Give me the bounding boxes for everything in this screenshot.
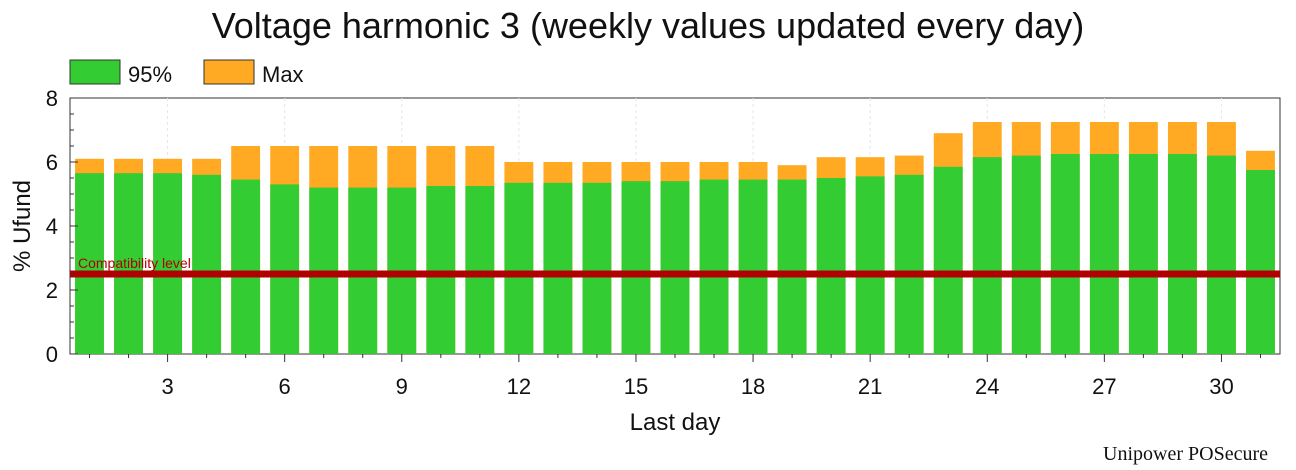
x-tick-label: 21 bbox=[858, 374, 882, 399]
bar-95-day-6 bbox=[270, 184, 300, 354]
legend-label-95: 95% bbox=[128, 62, 172, 87]
bar-95-day-13 bbox=[543, 182, 573, 354]
x-tick-label: 24 bbox=[975, 374, 999, 399]
x-tick-label: 6 bbox=[279, 374, 291, 399]
y-axis-label: % Ufund bbox=[9, 180, 36, 272]
bar-95-day-24 bbox=[972, 157, 1002, 354]
x-tick-label: 12 bbox=[507, 374, 531, 399]
bars bbox=[75, 122, 1275, 354]
legend-swatch-max bbox=[203, 59, 255, 85]
bar-95-day-10 bbox=[426, 186, 456, 354]
x-tick-label: 9 bbox=[396, 374, 408, 399]
bar-95-day-20 bbox=[816, 178, 846, 354]
bar-95-day-29 bbox=[1167, 154, 1197, 354]
bar-95-day-15 bbox=[621, 181, 651, 354]
x-tick-label: 15 bbox=[624, 374, 648, 399]
bar-95-day-11 bbox=[465, 186, 495, 354]
y-tick-label: 4 bbox=[46, 214, 58, 239]
legend-swatch-95 bbox=[69, 59, 121, 85]
bar-95-day-4 bbox=[192, 174, 222, 354]
bar-95-day-22 bbox=[894, 174, 924, 354]
y-tick-label: 0 bbox=[46, 342, 58, 367]
y-tick-label: 2 bbox=[46, 278, 58, 303]
reference-lines: Compatibility level bbox=[70, 255, 1280, 278]
x-tick-label: 27 bbox=[1092, 374, 1116, 399]
legend: 95% Max bbox=[69, 59, 304, 87]
branding-text: Unipower POSecure bbox=[1103, 443, 1268, 465]
bar-95-day-17 bbox=[699, 179, 729, 354]
x-tick-label: 3 bbox=[161, 374, 173, 399]
bar-95-day-19 bbox=[777, 179, 807, 354]
y-tick-label: 8 bbox=[46, 86, 58, 111]
bar-95-day-3 bbox=[153, 173, 183, 354]
bar-95-day-31 bbox=[1246, 170, 1275, 354]
bar-95-day-5 bbox=[231, 179, 261, 354]
bar-95-day-2 bbox=[114, 173, 143, 354]
x-tick-label: 30 bbox=[1209, 374, 1233, 399]
x-tick-label: 18 bbox=[741, 374, 765, 399]
bar-95-day-28 bbox=[1128, 154, 1158, 354]
bar-95-day-30 bbox=[1207, 155, 1236, 354]
bar-95-day-23 bbox=[933, 166, 963, 354]
x-axis-label: Last day bbox=[630, 409, 721, 436]
bar-95-day-12 bbox=[504, 182, 534, 354]
y-tick-label: 6 bbox=[46, 150, 58, 175]
bar-95-day-25 bbox=[1011, 155, 1041, 354]
bar-95-day-21 bbox=[855, 176, 885, 354]
bar-95-day-1 bbox=[75, 173, 104, 354]
bar-95-day-16 bbox=[660, 181, 690, 354]
bar-95-day-18 bbox=[738, 179, 768, 354]
bar-95-day-14 bbox=[582, 182, 612, 354]
bar-95-day-27 bbox=[1089, 154, 1119, 354]
compatibility-level-label: Compatibility level bbox=[78, 255, 191, 271]
chart-title: Voltage harmonic 3 (weekly values update… bbox=[212, 5, 1085, 46]
bar-95-day-26 bbox=[1050, 154, 1080, 354]
legend-label-max: Max bbox=[262, 62, 304, 87]
